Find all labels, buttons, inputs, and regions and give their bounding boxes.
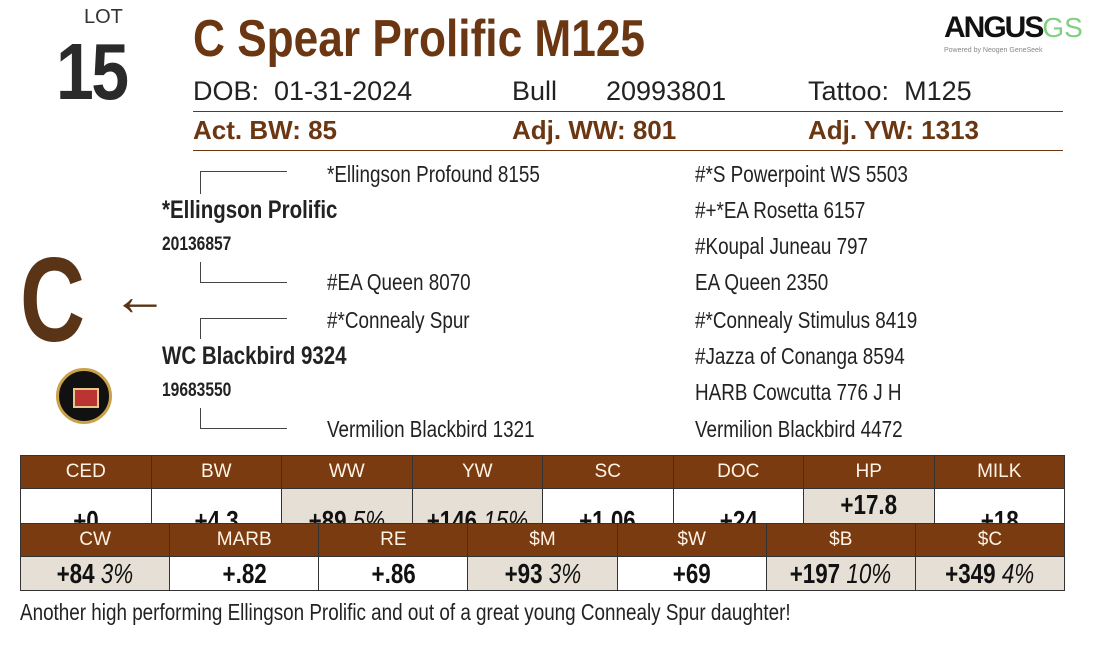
- dob: DOB: 01-31-2024: [193, 76, 413, 106]
- actual-bw: Act. BW: 85: [193, 115, 337, 145]
- epd-value: +349 4%: [914, 556, 1066, 591]
- adjusted-ww: Adj. WW: 801: [512, 115, 677, 145]
- epd-percentile: 3%: [100, 557, 134, 589]
- lot-label: LOT: [84, 6, 123, 28]
- animal-name: C Spear Prolific M125: [193, 10, 646, 68]
- epd-value: +93 3%: [467, 556, 618, 591]
- epd-value: +84 3%: [19, 556, 171, 591]
- epd-label-milk: MILK: [933, 455, 1065, 489]
- sire-sire: *Ellingson Profound 8155: [327, 161, 540, 187]
- epd-value: +69: [616, 556, 767, 591]
- epd-label-bw: BW: [150, 455, 282, 489]
- tattoo: Tattoo: M125: [808, 76, 972, 106]
- gen3-ancestor: HARB Cowcutta 776 J H: [695, 379, 902, 405]
- sire-reg: 20136857: [162, 234, 232, 255]
- epd-table-2: CW MARB RE $M $W $B $C +84 3% +.82 +.86 +93 3% +69 +…: [19, 523, 1066, 591]
- epd-value-text: +93: [504, 557, 543, 589]
- epd-label-yw: YW: [411, 455, 543, 489]
- dam-name: WC Blackbird 9324: [162, 342, 347, 370]
- epd-label-cw: CW: [19, 523, 171, 557]
- dam-sire: #*Connealy Spur: [327, 307, 470, 333]
- lot-number: 15: [56, 27, 129, 116]
- epd-label-marb: MARB: [169, 523, 320, 557]
- epd-value-text: +.86: [371, 557, 416, 589]
- adjusted-yw: Adj. YW: 1313: [808, 115, 979, 145]
- epd-label-dollar-c: $C: [914, 523, 1066, 557]
- dam-dam: Vermilion Blackbird 1321: [327, 416, 535, 442]
- sex: Bull: [512, 76, 558, 106]
- epd-value-text: +197: [790, 557, 841, 589]
- epd-value: +.82: [169, 556, 320, 591]
- epd-label-dollar-b: $B: [765, 523, 916, 557]
- gen3-ancestor: #*S Powerpoint WS 5503: [695, 161, 908, 187]
- angus-gs-logo: ANGUSGS Powered by Neogen GeneSeek: [944, 11, 1083, 55]
- epd-value-text: +349: [945, 557, 996, 589]
- epd-label-re: RE: [318, 523, 469, 557]
- pedigree-line: [200, 262, 287, 283]
- epd-label-doc: DOC: [672, 455, 804, 489]
- divider: [193, 150, 1063, 151]
- comment: Another high performing Ellingson Prolif…: [20, 599, 791, 625]
- epd-value-text: +17.8: [840, 489, 898, 520]
- epd-percentile: 10%: [846, 557, 892, 589]
- gen3-ancestor: Vermilion Blackbird 4472: [695, 416, 903, 442]
- gen3-ancestor: #*Connealy Stimulus 8419: [695, 307, 918, 333]
- epd-label-sc: SC: [542, 455, 674, 489]
- pedigree-line: [200, 408, 287, 429]
- epd-value-text: +.82: [222, 557, 267, 589]
- pedigree-line: [200, 318, 287, 339]
- epd-percentile: 4%: [1002, 557, 1035, 589]
- pedigree-line: [200, 171, 287, 194]
- arrow-left-icon: ←: [112, 264, 168, 327]
- gen3-ancestor: #+*EA Rosetta 6157: [695, 197, 866, 223]
- epd-label-dollar-w: $W: [616, 523, 767, 557]
- epd-value: +197 10%: [765, 556, 916, 591]
- epd-label-ww: WW: [281, 455, 413, 489]
- epd-label-dollar-m: $M: [467, 523, 618, 557]
- dam-reg: 19683550: [162, 380, 232, 401]
- gen3-ancestor: #Koupal Juneau 797: [695, 233, 869, 259]
- epd-value-text: +69: [672, 557, 711, 589]
- sire-name: *Ellingson Prolific: [162, 196, 338, 224]
- epd-percentile: 3%: [548, 557, 581, 589]
- sire-dam: #EA Queen 8070: [327, 269, 471, 295]
- epd-label-ced: CED: [20, 455, 152, 489]
- divider: [193, 111, 1063, 112]
- epd-value: +.86: [318, 556, 469, 591]
- gen3-ancestor: #Jazza of Conanga 8594: [695, 343, 905, 369]
- epd-label-hp: HP: [803, 455, 935, 489]
- gen3-ancestor: EA Queen 2350: [695, 269, 829, 295]
- registration-number: 20993801: [606, 76, 727, 106]
- epd-value-text: +84: [56, 557, 95, 589]
- seal-logo: [56, 368, 112, 424]
- brand-c: C: [20, 233, 86, 367]
